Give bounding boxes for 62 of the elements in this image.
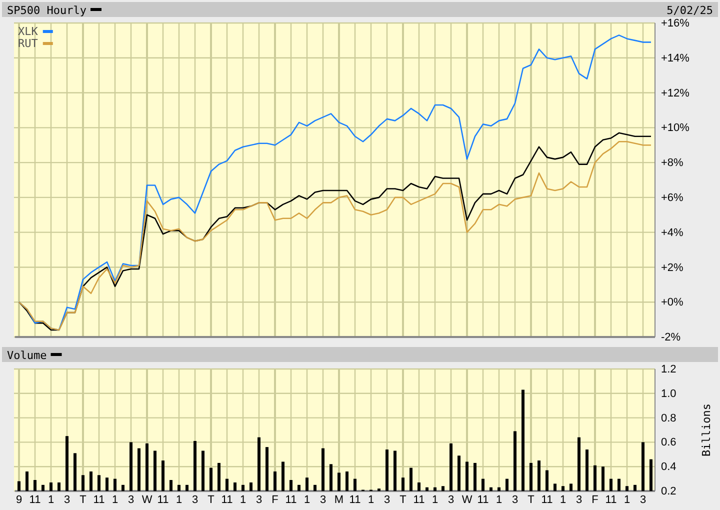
x-tick-label: 1 <box>624 494 630 506</box>
y-tick-label: 0.8 <box>661 412 676 424</box>
x-tick-label: 1 <box>432 494 438 506</box>
y-tick-label: +4% <box>661 226 684 239</box>
y-tick-label: +14% <box>661 52 690 64</box>
x-tick-label: 1 <box>240 494 246 506</box>
x-tick-label: 11 <box>349 494 361 506</box>
y-axis-title: Billions <box>700 404 713 456</box>
x-tick-label: 3 <box>640 494 646 506</box>
x-tick-label: 11 <box>541 494 553 506</box>
x-tick-label: 3 <box>192 494 198 506</box>
x-tick-label: F <box>272 494 279 506</box>
x-tick-label: 11 <box>413 494 425 506</box>
x-tick-label: 1 <box>112 494 118 506</box>
y-tick-label: -2% <box>661 332 681 344</box>
y-tick-label: 0.6 <box>661 436 676 449</box>
y-tick-label: +8% <box>661 157 684 170</box>
x-tick-label: W <box>142 494 153 506</box>
x-tick-label: 9 <box>16 494 22 506</box>
x-tick-label: F <box>592 494 599 506</box>
y-tick-label: +6% <box>661 192 684 204</box>
x-tick-label: 3 <box>448 494 454 506</box>
text: 5/02/25 <box>666 4 713 17</box>
y-tick-label: 1.2 <box>661 364 676 376</box>
x-tick-label: T <box>528 494 535 506</box>
y-tick-label: +2% <box>661 262 684 274</box>
x-tick-label: 1 <box>304 494 310 506</box>
x-tick-label: 11 <box>93 494 105 506</box>
x-tick-label: 11 <box>157 494 169 506</box>
x-tick-label: 11 <box>29 494 41 506</box>
x-tick-label: T <box>80 494 87 506</box>
x-tick-label: 11 <box>285 494 297 506</box>
x-tick-label: T <box>208 494 215 506</box>
x-tick-label: M <box>334 494 344 506</box>
x-tick-label: 3 <box>576 494 582 506</box>
legend-label: XLK <box>18 25 38 38</box>
y-tick-label: 1.0 <box>661 388 676 400</box>
x-tick-label: 1 <box>176 494 182 506</box>
x-tick-label: 1 <box>560 494 566 506</box>
x-tick-label: 3 <box>256 494 262 506</box>
x-tick-label: 1 <box>368 494 374 506</box>
x-tick-label: 1 <box>48 494 54 506</box>
x-tick-label: 1 <box>496 494 502 506</box>
y-tick-label: +16% <box>661 18 690 30</box>
x-tick-label: 11 <box>221 494 233 506</box>
x-tick-label: 3 <box>128 494 134 506</box>
chart-title: Volume <box>7 349 47 362</box>
legend-label: RUT <box>18 37 38 50</box>
x-tick-label: 3 <box>384 494 390 506</box>
x-tick-label: 11 <box>605 494 617 506</box>
y-tick-label: +0% <box>661 296 684 309</box>
x-tick-label: 3 <box>64 494 70 506</box>
y-tick-label: 0.2 <box>661 486 676 498</box>
x-tick-label: T <box>400 494 407 506</box>
x-tick-label: 11 <box>477 494 489 506</box>
x-tick-label: 3 <box>320 494 326 506</box>
chart-title: SP500 Hourly <box>7 4 87 17</box>
y-tick-label: +12% <box>661 87 690 100</box>
y-tick-label: 0.4 <box>661 461 676 474</box>
x-tick-label: W <box>462 494 473 506</box>
x-tick-label: 3 <box>512 494 518 506</box>
y-tick-label: +10% <box>661 122 690 134</box>
